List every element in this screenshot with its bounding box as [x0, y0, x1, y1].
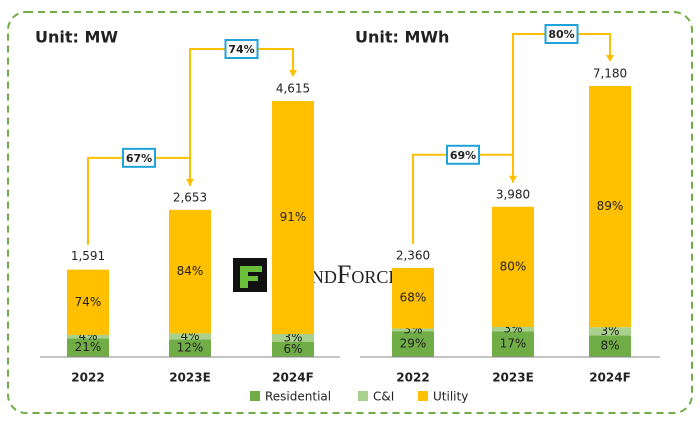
growth-label: 74% — [228, 43, 254, 56]
frame — [7, 11, 693, 414]
bar-segment — [492, 331, 534, 357]
chart-title: Unit: MW — [35, 28, 118, 47]
segment-label: 91% — [280, 210, 307, 224]
total-label: 3,980 — [496, 187, 530, 201]
chart-title: Unit: MWh — [355, 28, 449, 47]
growth-label: 69% — [450, 149, 476, 162]
growth-box — [544, 24, 579, 44]
bar-segment — [272, 333, 314, 342]
total-label: 2,360 — [396, 248, 430, 262]
bar-segment — [589, 327, 631, 336]
growth-box — [224, 39, 259, 59]
bar-segment — [169, 339, 211, 357]
segment-label: 80% — [500, 259, 527, 273]
bar-segment — [272, 101, 314, 334]
arrowhead — [289, 70, 297, 77]
x-tick-label: 2022 — [71, 371, 104, 385]
bar-segment — [67, 334, 109, 339]
segment-label: 29% — [400, 337, 427, 351]
segment-label: 68% — [400, 291, 427, 305]
segment-label: 84% — [177, 264, 204, 278]
legend-swatch — [418, 391, 428, 401]
arrowhead — [606, 55, 614, 62]
growth-box — [446, 144, 480, 165]
segment-label: 21% — [75, 340, 102, 354]
segment-label: 8% — [600, 339, 619, 353]
growth-label: 67% — [126, 152, 152, 165]
segment-label: 3% — [600, 324, 619, 338]
x-tick-label: 2024F — [272, 371, 314, 385]
x-tick-label: 2023E — [492, 371, 534, 385]
total-label: 2,653 — [173, 190, 207, 204]
bar-segment — [169, 333, 211, 340]
segment-label: 6% — [283, 342, 302, 356]
bar-segment — [169, 209, 211, 334]
x-tick-label: 2023E — [169, 371, 211, 385]
segment-label: 74% — [75, 295, 102, 309]
bar-segment — [589, 86, 631, 328]
growth-label: 80% — [548, 28, 574, 41]
x-tick-label: 2024F — [589, 371, 631, 385]
logo: TrendForce — [233, 258, 399, 292]
bar-segment — [272, 341, 314, 357]
bar-segment — [67, 269, 109, 335]
legend-label: Utility — [433, 390, 468, 404]
segment-label: 89% — [597, 199, 624, 213]
bar-segment — [392, 267, 434, 329]
x-tick-label: 2022 — [396, 371, 429, 385]
legend-swatch — [250, 391, 260, 401]
legend-label: Residential — [265, 390, 331, 404]
segment-label: 12% — [177, 341, 204, 355]
segment-label: 17% — [500, 337, 527, 351]
logo-icon — [233, 258, 267, 292]
legend-swatch — [358, 391, 368, 401]
legend-label: C&I — [373, 390, 394, 404]
bar-segment — [492, 326, 534, 332]
total-label: 7,180 — [593, 67, 627, 81]
logo-mark — [240, 266, 262, 288]
total-label: 1,591 — [71, 249, 105, 263]
bar-segment — [392, 328, 434, 332]
bar-segment — [392, 331, 434, 357]
total-label: 4,615 — [276, 82, 310, 96]
bar-segment — [67, 338, 109, 357]
bar-segment — [492, 206, 534, 327]
growth-box — [122, 147, 156, 168]
bar-segment — [589, 335, 631, 357]
